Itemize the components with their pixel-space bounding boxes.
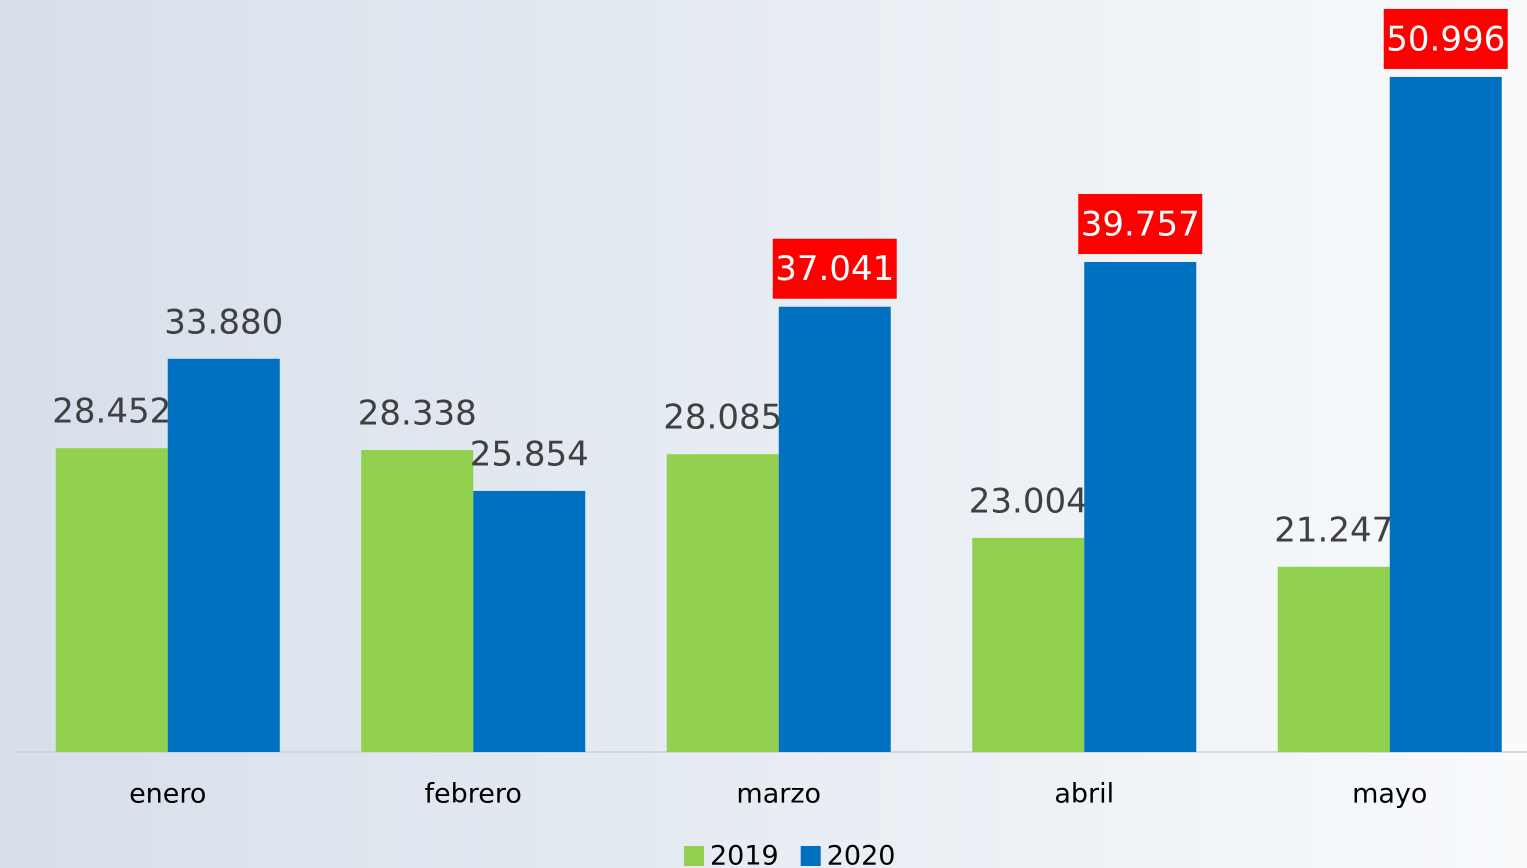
bar: [55, 448, 168, 752]
bar: [473, 490, 586, 752]
bar: [666, 454, 779, 752]
value-label-box: [772, 238, 897, 299]
legend-label: 2020: [827, 841, 896, 868]
value-label: 33.880: [164, 302, 283, 342]
value-label: 28.452: [52, 392, 171, 432]
value-label: 25.854: [470, 434, 589, 474]
value-label: 23.004: [969, 481, 1088, 521]
value-label: 21.247: [1274, 510, 1393, 550]
value-label: 50.996: [1386, 19, 1505, 59]
x-tick-label: marzo: [736, 779, 821, 810]
bar: [167, 358, 280, 752]
bar: [361, 450, 474, 752]
x-tick-label: mayo: [1352, 779, 1427, 810]
value-label-box: [1078, 194, 1203, 255]
bar: [778, 306, 891, 752]
value-label: 39.757: [1081, 205, 1200, 245]
x-tick-label: febrero: [425, 779, 522, 810]
bar: [1277, 566, 1390, 752]
legend-label: 2019: [710, 841, 779, 868]
bar: [1084, 262, 1197, 752]
x-tick-label: abril: [1054, 779, 1114, 810]
legend-swatch: [800, 846, 821, 866]
bar: [1389, 76, 1502, 752]
value-label: 37.041: [775, 249, 894, 289]
bar: [972, 537, 1085, 752]
value-label: 28.338: [358, 394, 477, 434]
x-tick-label: enero: [129, 779, 206, 810]
legend-swatch: [684, 846, 704, 866]
value-label: 28.085: [663, 398, 782, 438]
value-label-box: [1383, 8, 1508, 69]
